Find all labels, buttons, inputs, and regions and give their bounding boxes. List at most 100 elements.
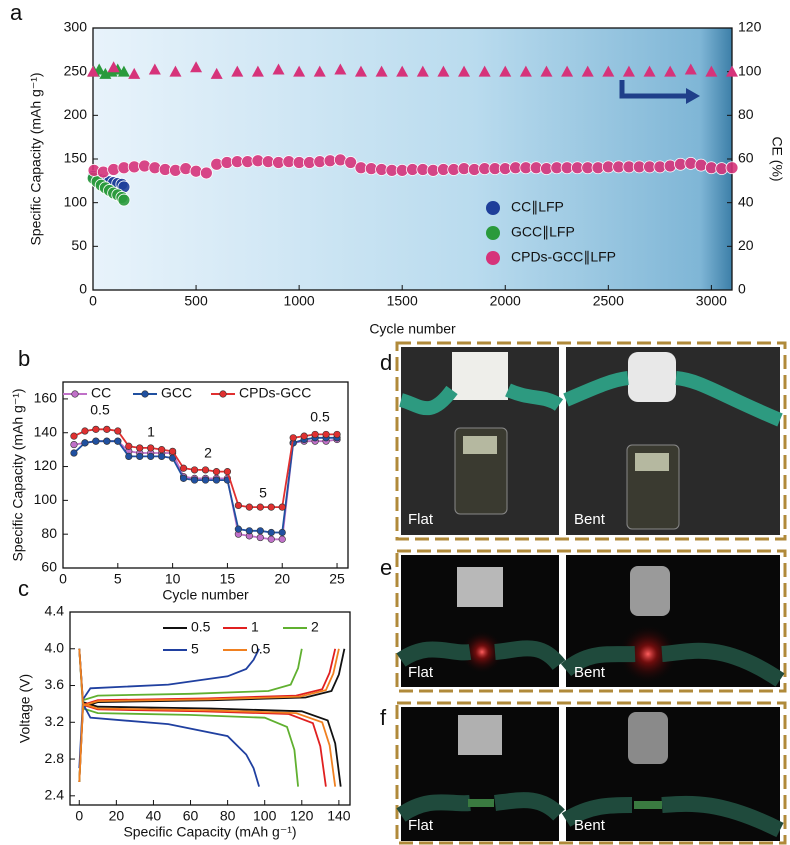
legend-marker xyxy=(219,390,227,398)
x-tick-label: 5 xyxy=(114,571,122,587)
x-axis-title: Cycle number xyxy=(162,587,249,603)
x-tick-label: 1500 xyxy=(387,293,418,309)
x-tick-label: 0 xyxy=(75,808,83,824)
ce-point xyxy=(396,65,409,77)
x-tick-label: 2000 xyxy=(490,293,521,309)
photo-object xyxy=(635,453,669,471)
y2-tick-label: 120 xyxy=(738,19,762,35)
y-tick-label: 2.8 xyxy=(45,750,65,766)
y2-tick-label: 40 xyxy=(738,193,754,209)
y-tick-label: 4.4 xyxy=(45,603,65,619)
legend-label: 0.5 xyxy=(191,619,211,635)
photo-object xyxy=(628,352,676,402)
series-marker xyxy=(201,476,210,484)
x-tick-label: 500 xyxy=(184,293,208,309)
series-line xyxy=(78,648,340,787)
y-tick-label: 60 xyxy=(41,559,57,575)
series-marker xyxy=(125,442,133,450)
series-marker xyxy=(245,527,253,535)
legend-marker xyxy=(486,251,500,265)
ce-point xyxy=(231,65,244,77)
x-tick-label: 15 xyxy=(220,571,236,587)
x-tick-label: 2500 xyxy=(593,293,624,309)
ce-point xyxy=(664,65,677,77)
series-marker xyxy=(278,503,286,511)
series-marker xyxy=(300,432,308,440)
x-tick-label: 25 xyxy=(329,571,345,587)
capacity-point xyxy=(199,166,213,180)
series-marker xyxy=(234,525,242,533)
ce-point xyxy=(117,65,130,77)
series-marker xyxy=(179,474,188,482)
series-marker xyxy=(147,444,155,452)
ce-point xyxy=(602,65,615,77)
photo-object xyxy=(396,792,565,822)
panel-label: e xyxy=(380,555,392,580)
panel-label: a xyxy=(10,0,23,25)
ce-point xyxy=(293,65,306,77)
series-line xyxy=(78,648,303,787)
y-tick-label: 140 xyxy=(34,423,58,439)
legend-label: 0.5 xyxy=(251,641,271,657)
capacity-point xyxy=(117,193,131,207)
ce-point xyxy=(148,63,161,75)
ce-point xyxy=(210,67,223,79)
annotation: 5 xyxy=(259,485,267,501)
photo-label: Flat xyxy=(408,511,434,528)
legend-marker xyxy=(71,390,79,398)
ce-point xyxy=(354,65,367,77)
photo-object xyxy=(398,383,564,416)
series-marker xyxy=(278,528,286,537)
x-tick-label: 3000 xyxy=(696,293,727,309)
series-marker xyxy=(70,432,78,440)
x-axis-title: Specific Capacity (mAh g⁻¹) xyxy=(123,824,296,840)
ce-point xyxy=(499,65,512,77)
ce-point xyxy=(684,63,697,75)
photo-object xyxy=(563,371,783,427)
legend-label: CPDs-GCC xyxy=(239,385,311,401)
photo-panel-d: d Flat Bent xyxy=(380,341,787,541)
x-tick-label: 10 xyxy=(165,571,181,587)
ce-point xyxy=(458,65,471,77)
series-marker xyxy=(70,449,78,457)
y-tick-label: 300 xyxy=(64,19,88,35)
series-marker xyxy=(114,427,122,435)
photo-object xyxy=(463,436,497,454)
y-tick-label: 0 xyxy=(79,281,87,297)
y-tick-label: 100 xyxy=(64,193,88,209)
series-marker xyxy=(179,464,188,472)
y2-tick-label: 80 xyxy=(738,106,754,122)
x-tick-label: 0 xyxy=(89,293,97,309)
legend-label: 5 xyxy=(191,641,199,657)
photo-object xyxy=(458,715,502,755)
plot-background xyxy=(93,28,732,290)
series-line xyxy=(78,648,346,787)
series-marker xyxy=(81,427,89,435)
photo-object xyxy=(561,795,784,838)
ce-point xyxy=(643,65,656,77)
x-axis-title: Cycle number xyxy=(369,321,456,337)
arrow-head xyxy=(686,88,700,104)
series-marker xyxy=(223,468,232,476)
series-marker xyxy=(158,452,166,461)
ce-point xyxy=(437,65,450,77)
photo-object xyxy=(396,640,566,671)
y-tick-label: 4.0 xyxy=(45,639,65,655)
ce-point xyxy=(375,65,388,77)
ce-point xyxy=(705,65,718,77)
annotation: 0.5 xyxy=(310,409,330,425)
photo-object xyxy=(560,642,785,687)
series-marker xyxy=(103,425,111,433)
y-tick-label: 150 xyxy=(64,150,88,166)
ce-point xyxy=(87,65,99,77)
series-marker xyxy=(125,452,133,461)
photo-object xyxy=(460,630,504,674)
panel-label: f xyxy=(380,705,387,730)
plot-frame xyxy=(69,611,351,806)
series-marker xyxy=(322,430,330,439)
legend-marker xyxy=(141,390,149,398)
x-tick-label: 140 xyxy=(327,808,351,824)
series-marker xyxy=(158,446,166,454)
legend-marker xyxy=(486,201,500,215)
y2-tick-label: 100 xyxy=(738,62,762,78)
